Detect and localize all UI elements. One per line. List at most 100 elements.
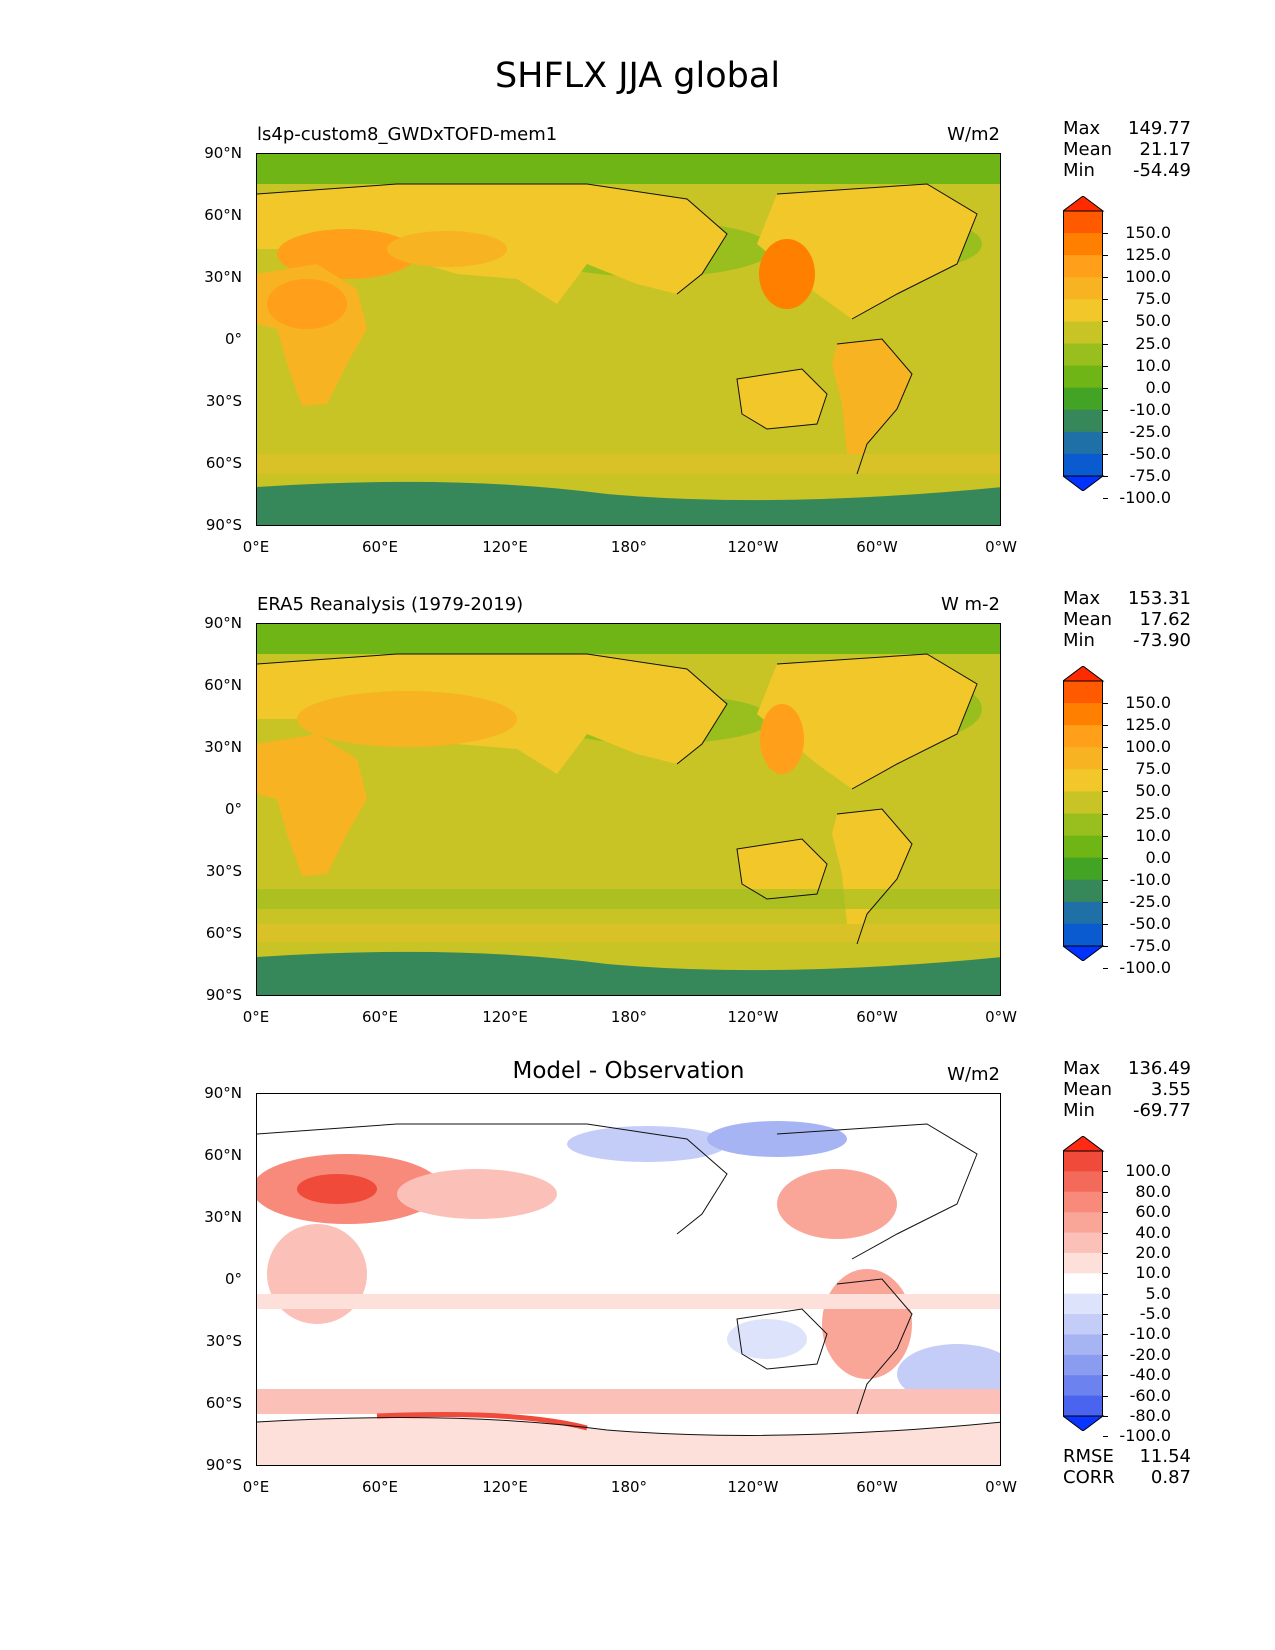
colorbar-tick <box>1103 1375 1108 1377</box>
colorbar-tick <box>1103 813 1108 815</box>
colorbar-swatches <box>1063 666 1105 961</box>
panel-1-stats: Max 149.77 Mean 21.17 Min -54.49 <box>1063 118 1191 181</box>
colorbar-label: 50.0 <box>1135 781 1171 801</box>
y-tick-label: 90°N <box>204 144 242 162</box>
colorbar-tick <box>1103 233 1108 235</box>
colorbar-extend-max <box>1063 666 1105 682</box>
colorbar-tick <box>1103 365 1108 367</box>
x-tick-label: 0°E <box>242 1008 270 1026</box>
y-tick-label: 0° <box>224 330 242 348</box>
colorbar-tick <box>1103 901 1108 903</box>
y-tick-label: 60°N <box>204 1146 242 1164</box>
stat-value: -69.77 <box>1132 1100 1191 1121</box>
x-tick-label: 60°E <box>361 1478 399 1496</box>
colorbar-outline <box>1063 1150 1103 1417</box>
colorbar-swatch <box>1063 233 1103 256</box>
x-tick-label: 60°E <box>361 538 399 556</box>
colorbar-swatch <box>1063 1395 1103 1417</box>
colorbar-swatch <box>1063 365 1103 389</box>
x-tick-label: 120°E <box>482 1478 528 1496</box>
stat-value: 11.54 <box>1139 1446 1191 1467</box>
colorbar-tick <box>1103 1416 1108 1417</box>
australia-landmass <box>737 839 827 899</box>
colorbar-extend-min <box>1063 475 1105 491</box>
stat-label: Min <box>1063 1100 1095 1121</box>
colorbar-tick <box>1103 857 1108 859</box>
colorbar-swatch <box>1063 277 1103 300</box>
colorbar-label: -25.0 <box>1129 891 1171 911</box>
western-us-hot-region <box>760 704 804 774</box>
colorbar-tick <box>1103 1293 1108 1295</box>
x-tick-label: 60°E <box>361 1008 399 1026</box>
x-tick-label: 120°E <box>482 1008 528 1026</box>
colorbar-swatch <box>1063 791 1103 814</box>
stat-mean: Mean 3.55 <box>1063 1079 1191 1100</box>
colorbar-swatch <box>1063 387 1103 411</box>
colorbar-label: 40.0 <box>1135 1222 1171 1242</box>
north-america-positive-region <box>777 1169 897 1239</box>
colorbar-outline <box>1063 210 1103 477</box>
colorbar-tick <box>1103 1171 1108 1173</box>
colorbar-label: 100.0 <box>1125 737 1171 757</box>
colorbar-swatch <box>1063 211 1103 234</box>
panel-2-title: ERA5 Reanalysis (1979-2019) <box>257 594 524 615</box>
y-tick-label: 60°N <box>204 676 242 694</box>
colorbar-label: 0.0 <box>1145 377 1171 397</box>
colorbar-swatch <box>1063 255 1103 278</box>
x-tick-label: 120°W <box>727 1008 779 1026</box>
southern-ocean-positive-band <box>257 1389 1000 1414</box>
colorbar-swatch <box>1063 1191 1103 1213</box>
colorbar-swatch <box>1063 923 1103 947</box>
colorbar-extend-min <box>1063 945 1105 961</box>
colorbar-extend-max <box>1063 196 1105 212</box>
colorbar-label: -25.0 <box>1129 421 1171 441</box>
colorbar-tick <box>1103 409 1108 411</box>
colorbar-tick <box>1103 923 1108 925</box>
southern-midlat-band <box>257 889 1000 909</box>
stat-value: -54.49 <box>1132 160 1191 181</box>
colorbar-swatch <box>1063 769 1103 792</box>
stat-label: Mean <box>1063 139 1113 160</box>
x-tick-label: 120°W <box>727 1478 779 1496</box>
panel-1-colorbar: 150.0 125.0 100.0 75.0 50.0 25.0 10.0 0.0 -10.0-… <box>1063 196 1173 507</box>
panel-3-stats: Max 136.49 Mean 3.55 Min -69.77 <box>1063 1058 1191 1121</box>
colorbar-tick <box>1103 1212 1108 1214</box>
y-tick-label: 90°N <box>204 614 242 632</box>
panel-3-skill-scores: RMSE 11.54 CORR 0.87 <box>1063 1446 1191 1488</box>
australia-negative-region <box>727 1319 807 1359</box>
colorbar-label: -10.0 <box>1129 1324 1171 1344</box>
colorbar-swatch <box>1063 835 1103 859</box>
colorbar-tick <box>1103 1191 1108 1193</box>
siberia-negative-region <box>567 1126 727 1162</box>
colorbar-label: 75.0 <box>1135 289 1171 309</box>
colorbar-label: 10.0 <box>1135 355 1171 375</box>
colorbar-tick <box>1103 1436 1108 1438</box>
colorbar-swatch <box>1063 1334 1103 1356</box>
colorbar-label: -100.0 <box>1119 1426 1171 1446</box>
alaska-negative-region <box>707 1121 847 1157</box>
stat-value: 17.62 <box>1139 609 1191 630</box>
coastlines <box>257 1123 1000 1436</box>
western-us-hot-region <box>759 239 815 309</box>
colorbar-tick <box>1103 299 1108 301</box>
antarctica-landmass <box>257 481 1000 525</box>
panel-2-map <box>256 623 1001 996</box>
stat-label: CORR <box>1063 1467 1115 1488</box>
colorbar-tick <box>1103 476 1108 477</box>
stat-min: Min -73.90 <box>1063 630 1191 651</box>
colorbar-tick <box>1103 255 1108 257</box>
panel-2-stats: Max 153.31 Mean 17.62 Min -73.90 <box>1063 588 1191 651</box>
stat-rmse: RMSE 11.54 <box>1063 1446 1191 1467</box>
x-tick-label: 0°E <box>242 538 270 556</box>
x-tick-label: 120°E <box>482 538 528 556</box>
colorbar-swatch <box>1063 813 1103 837</box>
colorbar-swatch <box>1063 747 1103 770</box>
y-tick-label: 30°S <box>205 1332 242 1350</box>
south-america-positive-region <box>822 1269 912 1379</box>
colorbar-tick <box>1103 498 1108 500</box>
colorbar-swatch <box>1063 431 1103 455</box>
colorbar-tick <box>1103 835 1108 837</box>
colorbar-tick <box>1103 769 1108 771</box>
colorbar-swatch <box>1063 1314 1103 1335</box>
stat-max: Max 153.31 <box>1063 588 1191 609</box>
